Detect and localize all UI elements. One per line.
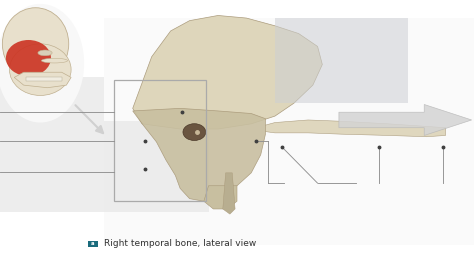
Polygon shape <box>223 173 235 214</box>
Ellipse shape <box>6 40 51 76</box>
Polygon shape <box>133 15 322 129</box>
Bar <box>104 18 474 245</box>
Ellipse shape <box>9 44 71 95</box>
Bar <box>26 77 62 81</box>
Polygon shape <box>14 72 71 88</box>
Polygon shape <box>204 186 237 209</box>
Bar <box>88 241 98 247</box>
Bar <box>275 18 408 103</box>
Ellipse shape <box>42 58 67 63</box>
Polygon shape <box>265 120 446 137</box>
Text: Right temporal bone, lateral view: Right temporal bone, lateral view <box>104 239 256 248</box>
Bar <box>0 77 114 212</box>
Polygon shape <box>133 108 265 201</box>
Text: a: a <box>91 241 95 246</box>
Ellipse shape <box>38 50 52 56</box>
Bar <box>104 121 209 212</box>
Bar <box>114 80 206 201</box>
Ellipse shape <box>0 4 84 123</box>
Ellipse shape <box>183 124 206 140</box>
Polygon shape <box>339 104 472 135</box>
Ellipse shape <box>2 8 69 80</box>
